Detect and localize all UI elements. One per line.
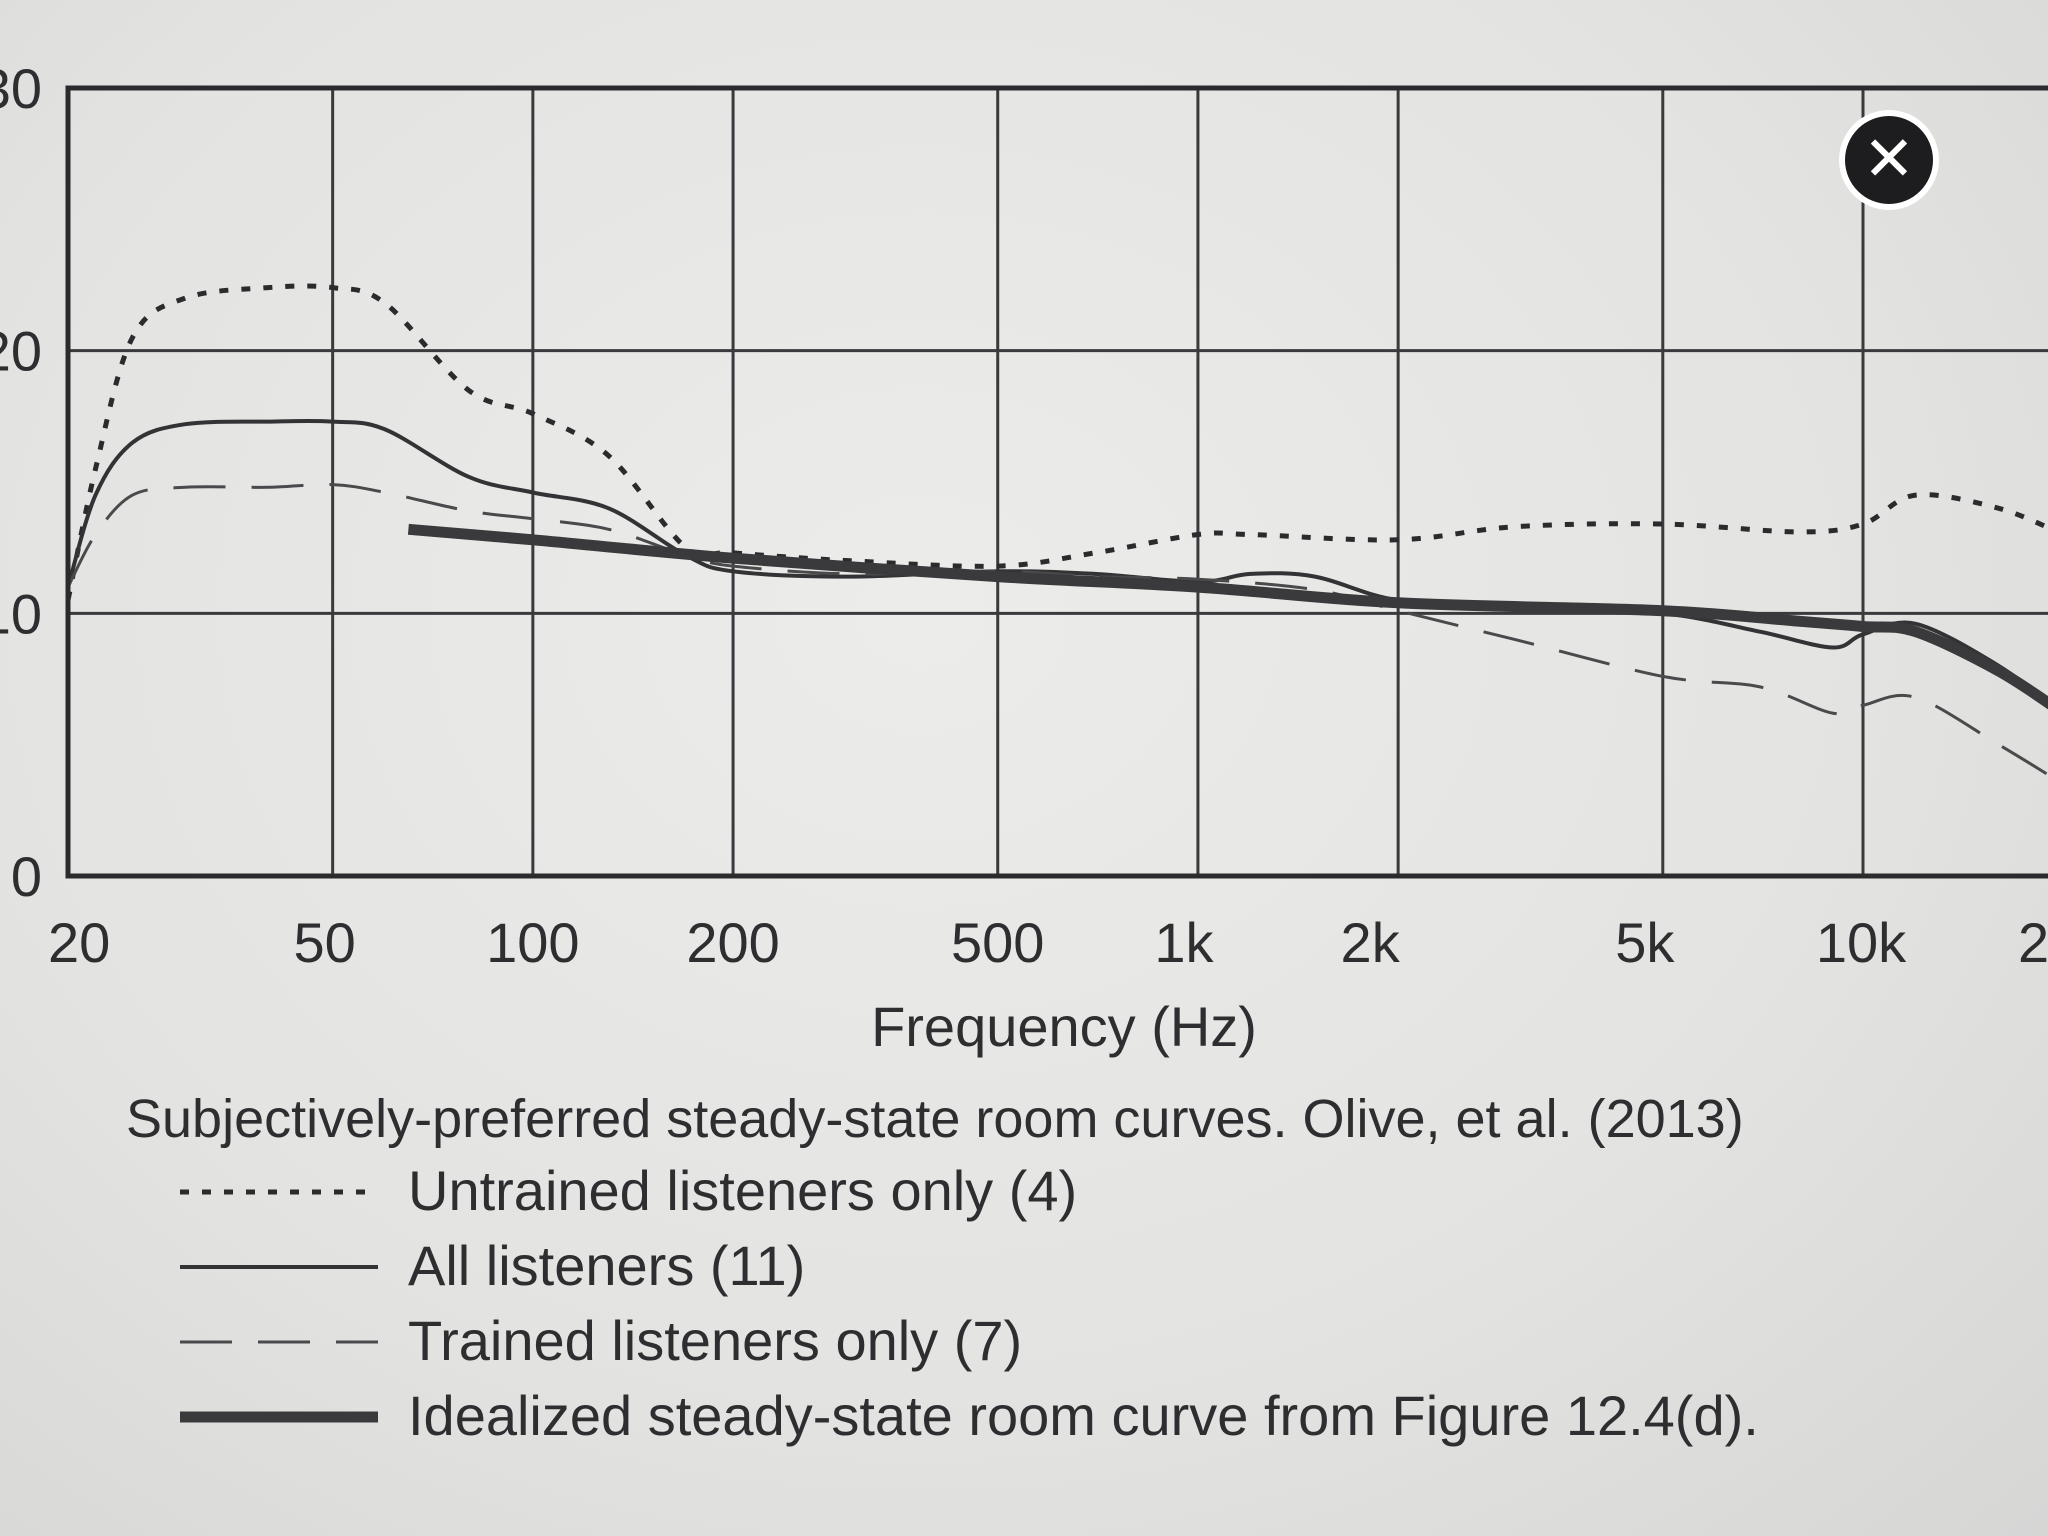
legend-label: All listeners (11) (408, 1234, 805, 1297)
close-icon: ✕ (1845, 116, 1933, 204)
series-line-dotted (68, 283, 2048, 601)
plot-frame (65, 85, 2048, 879)
y-tick-label: 10 (0, 582, 42, 645)
y-tick-label: 30 (0, 57, 42, 120)
x-tick-label: 100 (486, 911, 579, 974)
x-tick-label: 2k (1341, 911, 1401, 974)
x-tick-label: 50 (294, 911, 356, 974)
grid (68, 88, 2048, 876)
legend-label: Trained listeners only (7) (408, 1309, 1022, 1372)
x-axis-title: Frequency (Hz) (871, 995, 1257, 1058)
x-tick-label: 10k (1816, 911, 1907, 974)
chart-caption: Subjectively-preferred steady-state room… (126, 1089, 1744, 1149)
x-tick-label: 200 (686, 911, 779, 974)
series-line-thick (407, 523, 2048, 710)
close-button[interactable]: ✕ (1839, 110, 1939, 210)
x-tick-label: 20 (48, 911, 110, 974)
x-tick-label: 500 (951, 911, 1044, 974)
legend-label: Idealized steady-state room curve from F… (408, 1384, 1759, 1447)
y-tick-labels: 0 10 20 30 (0, 57, 42, 908)
x-tick-label: 5k (1615, 911, 1675, 974)
series-line-solid (68, 418, 2048, 704)
legend-label: Untrained listeners only (4) (408, 1159, 1077, 1222)
x-tick-label: 20k (2018, 911, 2048, 974)
y-tick-label: 20 (0, 320, 42, 383)
series-lines (68, 283, 2048, 777)
legend: Untrained listeners only (4) All listener… (180, 1159, 1759, 1447)
series-line-dashed (68, 482, 2048, 777)
x-tick-labels: 20 50 100 200 500 1k 2k 5k 10k 20k (48, 911, 2048, 974)
y-tick-label: 0 (11, 845, 42, 908)
x-tick-label: 1k (1154, 911, 1214, 974)
